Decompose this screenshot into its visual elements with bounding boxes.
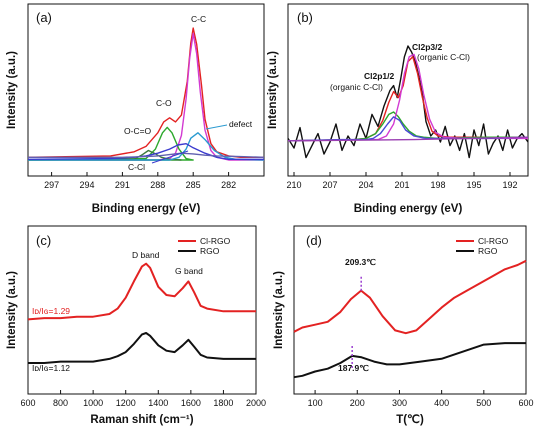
x-tick-label: 204 (358, 180, 373, 190)
panel-c-label: (c) (36, 233, 51, 248)
x-tick-label: 201 (394, 180, 409, 190)
series-line-0 (27, 262, 256, 321)
annotation-cl2p12-desc: (organic C-Cl) (330, 82, 383, 92)
x-tick-label: 297 (44, 180, 59, 190)
x-tick-label: 282 (221, 180, 236, 190)
defect-arrow (205, 124, 228, 130)
x-tick-label: 200 (350, 398, 365, 408)
annotation-187: 187.9℃ (338, 363, 369, 373)
annotation-cl2p32: Cl2p3/2 (412, 42, 443, 52)
x-tick-label: 1000 (83, 398, 103, 408)
annotation-g-band: G band (175, 266, 203, 276)
x-tick-label: 198 (430, 180, 445, 190)
series-line-2 (27, 126, 194, 161)
panel-b-xlabel: Binding energy (eV) (354, 203, 463, 215)
panel-b-plot: 210 207 204 201 198 195 192 (286, 45, 529, 190)
x-tick-label: 294 (79, 180, 94, 190)
annotation-c-cl: C-Cl (128, 162, 145, 172)
panel-d-xlabel: T(℃) (396, 413, 424, 426)
panel-c: 600 800 1000 1200 1400 1600 1800 2000 (c) D ban… (6, 225, 266, 426)
x-tick-label: 400 (434, 398, 449, 408)
series-line-1 (293, 342, 526, 379)
panel-d-label: (d) (306, 233, 322, 248)
panel-a-frame (27, 3, 265, 177)
x-tick-label: 192 (502, 180, 517, 190)
panel-c-ylabel: Intensity (a.u.) (6, 271, 18, 349)
annotation-ratio-cl-rgo: Iᴅ/Iɢ=1.29 (32, 306, 70, 316)
panel-d: 100 200 300 400 500 600 (d) 209.3℃ 187.9℃ Cl-… (273, 225, 534, 426)
series-line-2 (287, 111, 528, 142)
annotation-cl2p32-desc: (organic C-Cl) (417, 52, 470, 62)
panel-c-plot: 600 800 1000 1200 1400 1600 1800 2000 (20, 262, 266, 408)
x-tick-label: 288 (150, 180, 165, 190)
series-line-1 (287, 56, 528, 142)
x-tick-label: 2000 (246, 398, 266, 408)
annotation-d-band: D band (132, 250, 160, 260)
panel-c-frame (27, 225, 257, 395)
annotation-ratio-rgo: Iᴅ/Iɢ=1.12 (32, 363, 70, 373)
x-tick-label: 1400 (148, 398, 168, 408)
x-tick-label: 800 (53, 398, 68, 408)
series-line-1 (28, 32, 264, 161)
panel-b-ylabel: Intensity (a.u.) (267, 51, 279, 129)
x-tick-label: 300 (392, 398, 407, 408)
legend-label-cl-rgo-d: Cl-RGO (478, 236, 509, 246)
series-line-0 (27, 27, 264, 158)
series-line-4 (28, 132, 265, 161)
x-tick-label: 210 (286, 180, 301, 190)
x-tick-label: 207 (322, 180, 337, 190)
x-tick-label: 291 (115, 180, 130, 190)
annotation-c-o: C-O (156, 98, 172, 108)
annotation-cl2p12: Cl2p1/2 (364, 71, 395, 81)
x-tick-label: 1200 (116, 398, 136, 408)
x-tick-label: 1800 (213, 398, 233, 408)
panel-a-ylabel: Intensity (a.u.) (6, 51, 18, 129)
x-tick-label: 600 (518, 398, 533, 408)
panel-b: 210 207 204 201 198 195 192 (b) Cl2p3/2 (organ… (267, 3, 529, 215)
series-line-5 (287, 136, 529, 142)
annotation-209: 209.3℃ (345, 257, 376, 267)
legend-label-rgo-d: RGO (478, 246, 498, 256)
legend-label-rgo: RGO (200, 246, 220, 256)
series-line-3 (287, 53, 528, 142)
panel-a-label: (a) (36, 10, 52, 25)
series-line-0 (287, 45, 529, 159)
panel-b-label: (b) (297, 10, 313, 25)
c-cl-arrow (151, 150, 189, 164)
panel-a: 297 294 291 288 285 282 (a) C-C C-O O-C=O def… (6, 3, 265, 215)
legend-label-cl-rgo: Cl-RGO (200, 236, 231, 246)
annotation-c-c: C-C (191, 14, 206, 24)
series-line-0 (293, 259, 527, 335)
x-tick-label: 100 (308, 398, 323, 408)
panel-c-xlabel: Raman shift (cm⁻¹) (90, 414, 193, 426)
x-tick-label: 195 (466, 180, 481, 190)
x-tick-label: 285 (186, 180, 201, 190)
x-tick-label: 1600 (181, 398, 201, 408)
panel-d-ylabel: Intensity (a.u.) (273, 271, 285, 349)
panel-a-plot: 297 294 291 288 285 282 (27, 27, 265, 190)
panel-a-xlabel: Binding energy (eV) (92, 203, 201, 215)
x-tick-label: 600 (20, 398, 35, 408)
panel-d-plot: 100 200 300 400 500 600 (293, 259, 534, 408)
panel-b-frame (287, 3, 529, 177)
series-line-3 (27, 149, 182, 161)
annotation-o-c-o: O-C=O (124, 126, 152, 136)
x-tick-label: 500 (476, 398, 491, 408)
panel-d-frame (293, 225, 527, 395)
series-line-1 (28, 332, 256, 364)
annotation-defect: defect (229, 119, 253, 129)
